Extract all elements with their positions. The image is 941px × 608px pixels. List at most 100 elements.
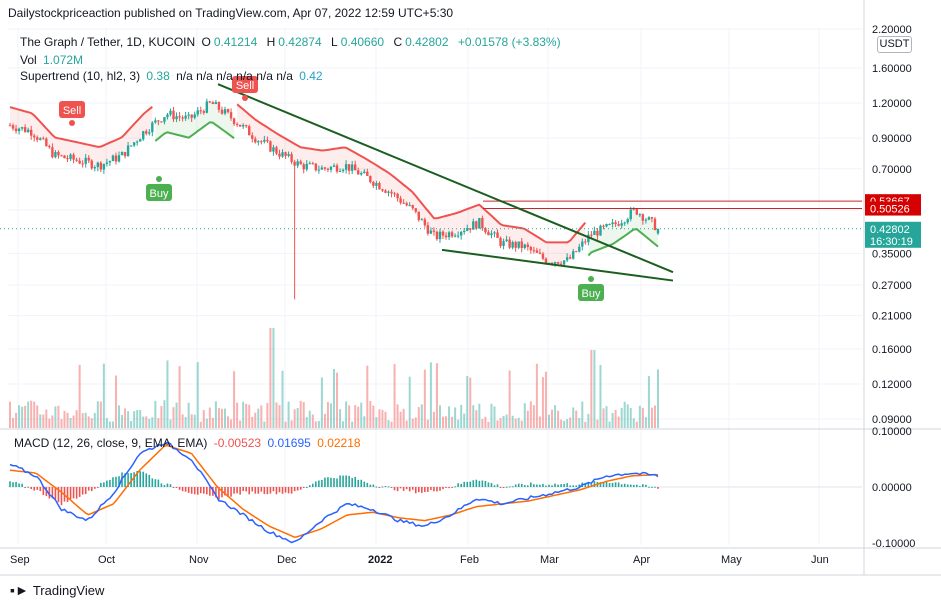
candle-body	[493, 232, 496, 234]
candle-body	[196, 110, 199, 115]
volume-bar	[199, 421, 202, 428]
axes: 2.200001.600001.200000.900000.700000.500…	[0, 0, 941, 576]
volume-bar	[142, 416, 145, 428]
candle-body	[350, 164, 354, 171]
volume-bar	[323, 413, 326, 428]
macd-histogram-bar	[45, 487, 48, 497]
volume-bar	[187, 402, 190, 428]
candle-body	[429, 230, 433, 234]
volume-bar	[393, 364, 396, 428]
macd-histogram-bar	[611, 482, 614, 487]
volume-bar	[278, 405, 281, 428]
macd-histogram-bar	[124, 473, 126, 487]
candle-body	[102, 163, 106, 170]
ohlc-change: +0.01578 (+3.83%)	[457, 35, 561, 49]
macd-histogram-bar	[36, 487, 39, 490]
volume-bar	[208, 407, 211, 428]
candle-body	[281, 152, 284, 157]
candle-body	[217, 102, 221, 110]
candle-body	[357, 170, 360, 175]
candle-body	[14, 128, 18, 132]
macd-histogram-bar	[148, 474, 151, 487]
volume-bar	[275, 402, 278, 428]
macd-histogram-bar	[312, 483, 314, 487]
macd-histogram-bar	[354, 476, 356, 487]
volume-bar	[363, 416, 366, 428]
buy-signal-label: Buy	[578, 276, 604, 301]
macd-histogram-bar	[97, 487, 99, 488]
macd-histogram-bar	[472, 480, 475, 487]
candle-body	[208, 101, 212, 103]
volume-bar	[435, 363, 438, 428]
candle-body	[375, 183, 378, 186]
candle-body	[450, 232, 454, 237]
candle-body	[599, 225, 602, 236]
candle-body	[484, 228, 487, 233]
candle-body	[441, 231, 445, 236]
macd-histogram-bar	[84, 487, 87, 495]
macd-histogram-bar	[563, 484, 565, 487]
macd-histogram-bar	[548, 484, 550, 487]
macd-histogram-bar	[533, 484, 535, 487]
supertrend-line	[587, 228, 659, 257]
volume-bar	[590, 350, 593, 428]
signal-dot	[242, 95, 248, 101]
macd-histogram-bar	[193, 487, 196, 495]
candle-body	[48, 146, 51, 148]
candle-body	[408, 205, 411, 207]
macd-signal-value: 0.02218	[317, 436, 361, 450]
candle-body	[66, 158, 69, 160]
macd-histogram-bar	[366, 482, 369, 487]
candle-body	[8, 125, 12, 127]
macd-histogram-bar	[454, 486, 456, 488]
signal-dot	[588, 276, 594, 282]
volume-bar	[593, 350, 596, 428]
macd-histogram-bar	[233, 487, 235, 494]
macd-histogram-bar	[408, 487, 411, 492]
candle-body	[126, 145, 130, 157]
macd-histogram-bar	[103, 482, 105, 487]
macd-histogram-bar	[566, 483, 568, 487]
candle-body	[623, 222, 626, 224]
macd-histogram-bar	[115, 476, 117, 487]
volume-bar	[84, 412, 87, 428]
volume-bar	[257, 408, 260, 428]
candle-body	[338, 171, 342, 173]
macd-histogram-bar	[460, 483, 462, 487]
candle-body	[553, 262, 557, 264]
candle-body	[329, 166, 333, 170]
volume-bar	[248, 404, 251, 428]
volume-bar	[266, 402, 269, 428]
currency-unit[interactable]: USDT	[877, 36, 912, 53]
candle-body	[84, 157, 87, 164]
candle-body	[290, 154, 293, 162]
candle-body	[111, 155, 115, 162]
volume-bar	[484, 416, 487, 428]
macd-histogram-bar	[484, 480, 487, 487]
volume-bar	[196, 362, 199, 428]
candle-body	[384, 190, 387, 193]
macd-histogram-bar	[178, 487, 181, 490]
volume-bar	[390, 421, 393, 428]
macd-histogram-bar	[87, 487, 90, 491]
candle-body	[39, 138, 42, 140]
volume-bar	[211, 417, 214, 428]
candle-body	[90, 160, 93, 169]
supertrend-fill	[237, 104, 586, 265]
macd-histogram-bar	[151, 478, 154, 487]
candle-body	[132, 142, 136, 146]
level-lower-tag-text: 0.50526	[870, 204, 910, 216]
candle-body	[381, 189, 384, 191]
candle-body	[166, 114, 169, 118]
volume-bar	[581, 401, 584, 428]
candle-body	[154, 120, 157, 123]
macd-histogram-bar	[202, 487, 205, 494]
tradingview-logo[interactable]: ▪► TradingView	[10, 582, 104, 598]
macd-histogram-bar	[100, 482, 102, 487]
symbol-title[interactable]: The Graph / Tether, 1D, KUCOIN	[20, 35, 196, 49]
macd-histogram-bar	[15, 481, 17, 487]
macd-histogram-bar	[251, 487, 254, 492]
macd-histogram-bar	[396, 487, 399, 492]
candle-body	[51, 147, 54, 158]
